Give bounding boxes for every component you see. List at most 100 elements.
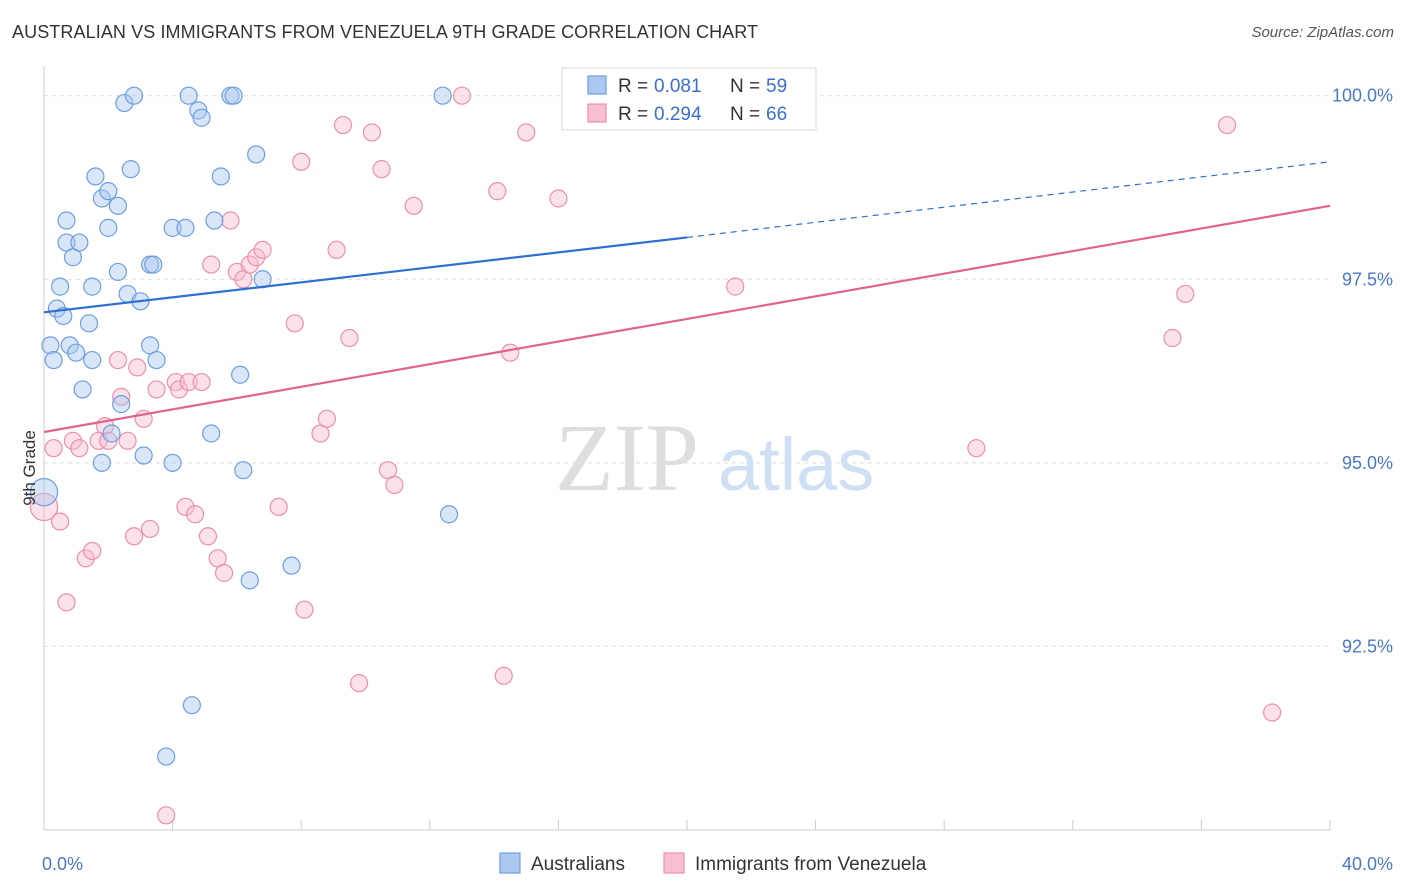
venezuela-point-26 [198,527,218,546]
australians-point-50 [240,571,259,590]
australians-point-3 [47,299,66,318]
venezuela-point-41 [317,409,337,428]
australians-point-0 [29,478,59,507]
australians-point-47 [224,86,243,105]
watermark-zip: ZIP [555,404,699,511]
australians-point-7 [57,211,76,230]
venezuela-point-51 [452,86,472,105]
venezuela-point-1 [44,439,63,458]
venezuela-point-11 [108,350,128,370]
venezuela-point-39 [295,600,314,619]
venezuela-point-52 [488,182,507,201]
venezuela-point-29 [214,563,234,583]
venezuela-point-54 [501,343,520,362]
legend-r-label-australians: R = [618,76,648,97]
australians-point-22 [108,262,128,282]
australians-point-40 [182,696,201,715]
venezuela-point-50 [404,196,423,215]
venezuela-point-13 [118,431,137,450]
venezuela-point-24 [186,505,205,524]
australians-point-20 [99,218,118,237]
venezuela-point-7 [83,541,102,561]
australians-point-4 [50,277,70,296]
australians-point-51 [247,145,266,164]
australians-point-24 [112,395,131,414]
australians-point-54 [433,86,452,105]
australians-point-21 [102,424,121,443]
legend-swatch-australians [587,75,607,95]
series-legend: Australians Immigrants from Venezuela [499,852,927,875]
trend-line-australians-extension [686,161,1331,239]
y-tick-label-1: 95.0% [1342,453,1393,473]
venezuela-point-49 [385,475,404,494]
australians-point-44 [205,211,224,230]
australians-point-1 [41,336,60,355]
venezuela-point-18 [147,380,166,399]
y-tick-labels: 92.5% 95.0% 97.5% 100.0% [1332,86,1393,657]
australians-point-39 [179,86,198,105]
venezuela-point-21 [169,380,189,399]
y-tick-label-0: 92.5% [1342,636,1393,656]
axes [43,66,1331,831]
australians-point-10 [67,343,86,362]
venezuela-point-58 [967,439,986,458]
australians-point-45 [211,167,230,186]
venezuela-point-34 [247,248,266,267]
australians-point-49 [234,461,253,480]
venezuela-point-25 [192,372,211,392]
watermark-atlas: atlas [718,423,874,506]
x-tick-labels: 0.0% 40.0% [42,854,1393,874]
trend-lines [43,161,1331,434]
watermark: ZIP atlas [555,404,874,511]
venezuela-point-42 [327,240,346,260]
venezuela-point-55 [517,123,536,142]
legend-n-value-venezuela: 66 [766,104,787,125]
series-venezuela-points [29,86,1282,825]
venezuela-point-3 [57,593,76,612]
bottom-legend-swatch-australians [499,852,521,874]
australians-point-42 [192,108,211,127]
venezuela-point-35 [253,240,272,260]
australians-point-14 [83,350,102,370]
venezuela-point-46 [362,123,382,142]
australians-point-36 [163,218,182,237]
legend-n-value-australians: 59 [766,76,787,97]
stats-legend: R = 0.081 N = 59 R = 0.294 N = 66 [561,67,817,131]
venezuela-point-43 [333,115,353,135]
trend-line-australians [43,236,688,314]
australians-point-28 [124,86,144,105]
trend-line-venezuela [43,204,1331,434]
venezuela-point-2 [50,512,70,531]
australians-point-53 [282,556,301,575]
venezuela-point-60 [1176,284,1195,304]
venezuela-point-12 [112,387,131,406]
venezuela-point-57 [726,277,745,296]
australians-point-38 [176,218,195,237]
australians-point-48 [231,365,250,384]
venezuela-point-5 [70,439,89,458]
venezuela-point-56 [549,189,568,208]
venezuela-point-33 [240,255,259,274]
x-tick-label-1: 40.0% [1342,854,1393,874]
venezuela-point-45 [349,674,369,693]
venezuela-point-14 [124,527,144,546]
venezuela-point-62 [1263,703,1282,722]
australians-point-18 [92,453,111,472]
x-tick-label-0: 0.0% [42,854,83,874]
venezuela-point-44 [340,328,359,348]
australians-point-5 [54,306,73,326]
australians-point-25 [115,93,134,113]
venezuela-point-23 [179,372,198,392]
australians-point-19 [99,182,118,201]
venezuela-point-38 [292,152,311,171]
australians-point-27 [121,160,140,179]
y-tick-label-3: 100.0% [1332,86,1393,106]
bottom-legend-label-venezuela: Immigrants from Venezuela [695,854,927,875]
legend-swatch-venezuela [587,103,607,123]
legend-n-label-australians: N = [730,76,760,97]
venezuela-point-22 [176,497,195,517]
australians-point-13 [79,314,99,333]
chart-title: AUSTRALIAN VS IMMIGRANTS FROM VENEZUELA … [12,22,759,42]
australians-point-33 [144,255,163,274]
australians-point-12 [73,380,92,399]
